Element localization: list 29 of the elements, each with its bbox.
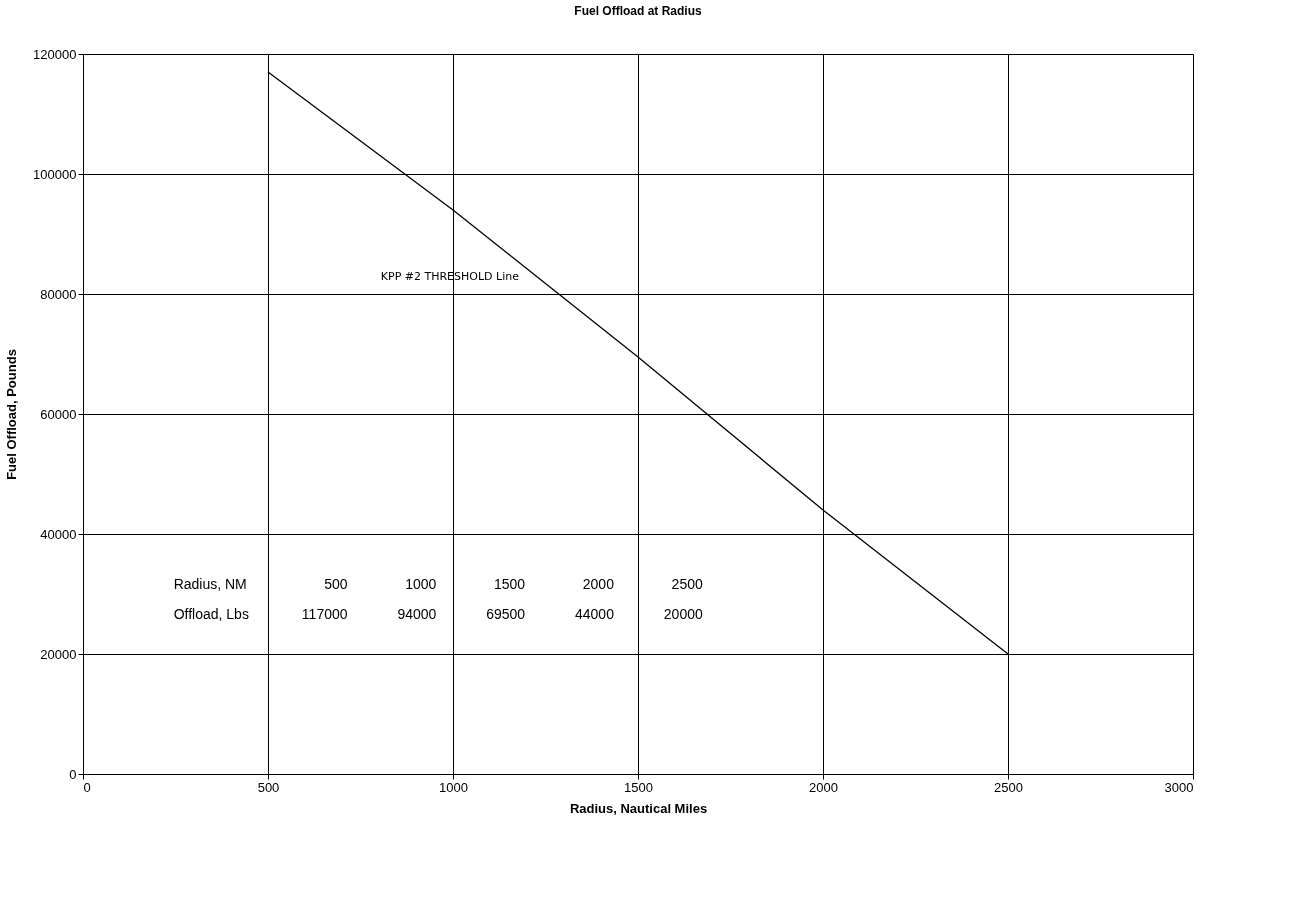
chart-title: Fuel Offload at Radius [574,4,702,18]
x-tick-label: 2000 [809,779,838,795]
annotation: 69500 [486,606,526,622]
annotation: 1500 [493,576,526,592]
x-tick-label: 2500 [994,779,1023,795]
y-tick-label: 0 [69,766,77,782]
annotation: 117000 [301,606,348,622]
annotation: 500 [324,576,348,592]
annotation: 94000 [397,606,437,622]
annotation: 2500 [671,576,703,592]
y-tick-label: 120000 [33,46,77,62]
annotation: 20000 [663,606,703,622]
x-tick-label: 0 [83,779,91,795]
annotation: Offload, Lbs [173,606,249,622]
annotation: 1000 [405,576,437,592]
x-axis-title: Radius, Nautical Miles [569,800,708,816]
x-tick-label: 3000 [1164,779,1194,795]
y-tick-label: 60000 [40,406,77,422]
x-tick-label: 500 [257,779,280,795]
y-tick-label: 80000 [40,286,77,302]
x-tick-label: 1000 [439,779,468,795]
annotation: 44000 [575,606,615,622]
y-axis-title: Fuel Offload, Pounds [4,349,20,480]
y-tick-label: 20000 [40,646,77,662]
annotation: 2000 [582,576,615,592]
y-tick-label: 40000 [40,526,77,542]
x-tick-label: 1500 [624,779,653,795]
y-tick-label: 100000 [33,166,77,182]
annotation: Radius, NM [173,576,247,592]
